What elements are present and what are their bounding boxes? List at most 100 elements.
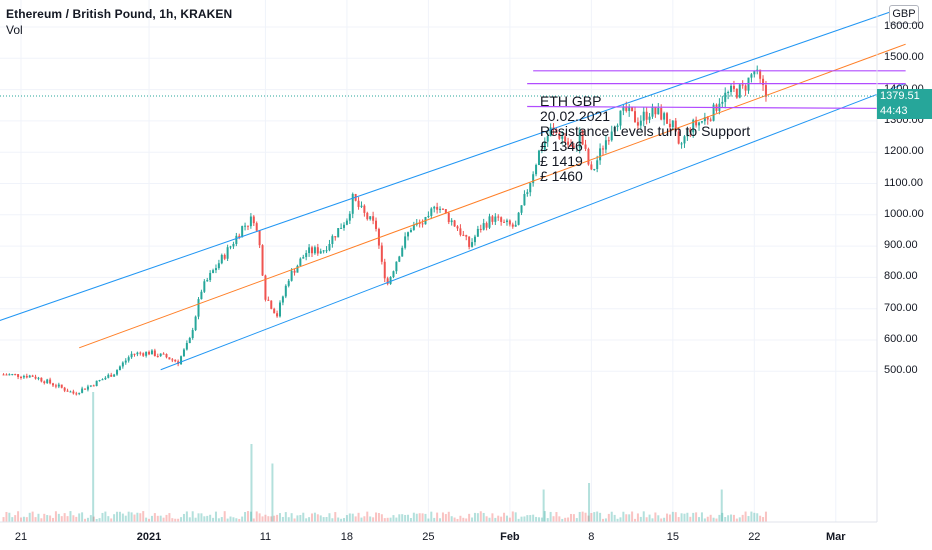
volume-bar bbox=[20, 517, 22, 522]
candle-body bbox=[244, 225, 247, 227]
volume-bar bbox=[732, 514, 735, 522]
candle-body bbox=[584, 144, 587, 149]
candle-body bbox=[20, 376, 22, 378]
candle-body bbox=[724, 92, 727, 102]
x-tick-label: 2021 bbox=[136, 531, 162, 543]
volume-bar bbox=[124, 515, 127, 522]
x-tick-label: Mar bbox=[826, 531, 846, 543]
candle-body bbox=[555, 129, 558, 134]
resistance-line bbox=[527, 105, 906, 110]
volume-bar bbox=[465, 518, 468, 522]
candle-body bbox=[25, 375, 28, 378]
volume-bar bbox=[101, 512, 104, 522]
candle-body bbox=[17, 374, 20, 377]
volume-bar bbox=[747, 516, 750, 522]
candle-body bbox=[401, 247, 404, 257]
volume-bar bbox=[84, 518, 87, 522]
volume-bar bbox=[587, 515, 590, 522]
volume-spike bbox=[250, 444, 253, 522]
candle-body bbox=[503, 221, 506, 223]
volume-bar bbox=[386, 517, 389, 522]
volume-bar bbox=[686, 512, 689, 522]
volume-bar bbox=[744, 511, 747, 522]
candle-body bbox=[380, 245, 383, 262]
volume-bar bbox=[293, 518, 296, 522]
volume-bars bbox=[2, 392, 767, 522]
candle-body bbox=[677, 131, 680, 144]
volume-bar bbox=[476, 513, 479, 522]
volume-bar bbox=[107, 516, 110, 522]
candle-body bbox=[372, 216, 375, 221]
volume-bar bbox=[401, 514, 404, 522]
volume-bar bbox=[709, 514, 712, 522]
volume-bar bbox=[482, 512, 485, 522]
volume-bar bbox=[561, 518, 564, 522]
candle-body bbox=[462, 234, 465, 236]
volume-bar bbox=[721, 512, 724, 522]
candle-body bbox=[299, 258, 302, 266]
candle-body bbox=[546, 136, 549, 142]
volume-spike bbox=[542, 489, 545, 522]
candle-body bbox=[514, 224, 517, 227]
volume-bar bbox=[619, 517, 622, 522]
candle-body bbox=[28, 375, 31, 378]
candle-body bbox=[430, 208, 433, 216]
candle-body bbox=[567, 141, 570, 145]
channel-line-lower bbox=[160, 82, 906, 371]
candle-body bbox=[572, 146, 575, 148]
candle-body bbox=[735, 88, 738, 98]
candle-body bbox=[441, 208, 444, 210]
volume-bar bbox=[241, 516, 244, 522]
candle-body bbox=[762, 78, 765, 86]
y-tick-label: 600.00 bbox=[884, 333, 918, 345]
volume-bar bbox=[110, 518, 113, 522]
candle-body bbox=[209, 272, 212, 281]
candle-body bbox=[712, 104, 715, 121]
candle-body bbox=[628, 106, 631, 111]
candle-body bbox=[328, 244, 331, 251]
candle-body bbox=[267, 299, 270, 301]
volume-bar bbox=[526, 515, 529, 522]
candle-body bbox=[75, 393, 78, 395]
volume-bar bbox=[214, 511, 217, 522]
candle-body bbox=[642, 111, 645, 121]
candle-body bbox=[264, 275, 267, 300]
volume-bar bbox=[503, 512, 506, 522]
candle-body bbox=[412, 224, 415, 230]
volume-bar bbox=[756, 513, 759, 522]
x-tick-label: Feb bbox=[500, 531, 520, 543]
volume-bar bbox=[14, 515, 17, 522]
volume-bar bbox=[424, 513, 427, 522]
volume-bar bbox=[741, 514, 744, 522]
candle-body bbox=[95, 380, 98, 387]
y-tick-label: 500.00 bbox=[884, 364, 918, 377]
candle-body bbox=[433, 206, 436, 209]
candle-body bbox=[471, 242, 474, 247]
volume-bar bbox=[398, 514, 401, 522]
candle-body bbox=[89, 385, 92, 387]
candle-body bbox=[549, 127, 552, 137]
candle-body bbox=[447, 212, 450, 223]
candle-body bbox=[110, 374, 113, 377]
candle-body bbox=[14, 374, 17, 376]
volume-bar bbox=[663, 517, 666, 522]
candle-body bbox=[130, 353, 133, 358]
volume-bar bbox=[514, 512, 517, 522]
candle-body bbox=[72, 391, 75, 394]
candle-body bbox=[645, 111, 648, 120]
candle-body bbox=[249, 216, 252, 227]
candle-body bbox=[124, 360, 127, 363]
candle-body bbox=[409, 229, 412, 233]
currency-button[interactable]: GBP bbox=[889, 5, 919, 24]
volume-bar bbox=[313, 512, 316, 522]
y-tick-label: 1100.00 bbox=[884, 176, 923, 189]
candle-body bbox=[741, 84, 744, 86]
volume-bar bbox=[182, 513, 185, 522]
candle-body bbox=[375, 220, 378, 229]
candle-body bbox=[692, 119, 695, 133]
candle-body bbox=[727, 92, 730, 94]
candle-body bbox=[360, 205, 363, 207]
current-price-badge: 1379.51 bbox=[877, 89, 932, 104]
volume-bar bbox=[439, 518, 442, 522]
